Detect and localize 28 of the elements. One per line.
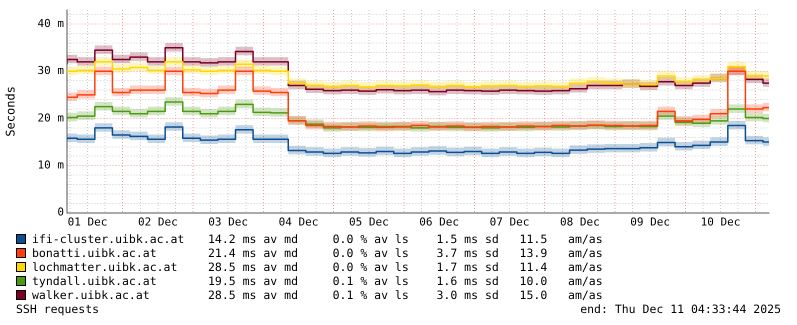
x-tick-label: 08 Dec (560, 215, 600, 228)
y-axis-title: Seconds (3, 86, 18, 137)
y-tick-label: 20 m (38, 111, 64, 124)
text: SSH requests (16, 302, 100, 316)
text: 28.5 ms av md 0.1 % av ls 3.0 ms sd 15.0 am/as (208, 288, 603, 302)
legend-label: bonatti.uibk.ac.at (32, 246, 158, 260)
x-tick-label: 09 Dec (630, 215, 670, 228)
x-tick-label: 07 Dec (490, 215, 530, 228)
y-tick-label: 30 m (38, 64, 64, 78)
text: 19.5 ms av md 0.1 % av ls 1.6 ms sd 10.0 am/as (208, 274, 603, 288)
legend-label: lochmatter.uibk.ac.at (32, 260, 178, 274)
x-tick-label: 10 Dec (700, 215, 740, 228)
x-tick-label: 06 Dec (419, 215, 460, 228)
legend-label: tyndall.uibk.ac.at (32, 274, 158, 288)
text: 28.5 ms av md 0.0 % av ls 1.7 ms sd 11.4 am/as (208, 260, 603, 274)
legend-label: ifi-cluster.uibk.ac.at (32, 232, 186, 246)
legend-label: walker.uibk.ac.at (32, 288, 151, 302)
x-tick-label: 01 Dec (68, 215, 108, 228)
y-tick-label: 40 m (38, 17, 64, 30)
y-tick-label: 10 m (38, 158, 64, 172)
y-tick-label: 0 (57, 206, 64, 219)
x-tick-label: 04 Dec (278, 215, 318, 228)
x-tick-label: 03 Dec (208, 215, 248, 228)
x-tick-label: 05 Dec (348, 215, 389, 228)
x-tick-label: 02 Dec (138, 215, 178, 228)
text: 21.4 ms av md 0.0 % av ls 3.7 ms sd 13.9 am/as (208, 246, 603, 260)
text: end: Thu Dec 11 04:33:44 2025 (580, 302, 781, 316)
text: 14.2 ms av md 0.0 % av ls 1.5 ms sd 11.5 am/as (208, 232, 603, 246)
